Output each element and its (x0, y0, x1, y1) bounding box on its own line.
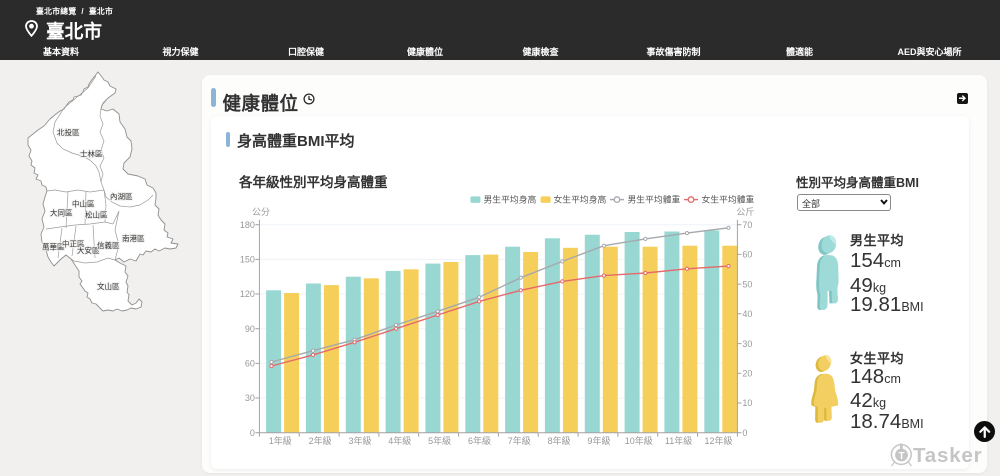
svg-text:大同區: 大同區 (50, 208, 73, 218)
svg-text:中山區: 中山區 (72, 199, 95, 209)
svg-text:萬華區: 萬華區 (42, 242, 65, 252)
svg-text:松山區: 松山區 (85, 210, 108, 220)
svg-text:北投區: 北投區 (57, 127, 80, 137)
svg-text:大安區: 大安區 (77, 245, 100, 255)
svg-text:南港區: 南港區 (122, 233, 145, 243)
svg-text:信義區: 信義區 (97, 240, 120, 250)
svg-text:士林區: 士林區 (80, 149, 103, 159)
svg-text:內湖區: 內湖區 (110, 192, 133, 201)
svg-text:中正區: 中正區 (62, 239, 85, 249)
svg-text:T: T (898, 451, 904, 462)
svg-text:文山區: 文山區 (97, 281, 120, 291)
